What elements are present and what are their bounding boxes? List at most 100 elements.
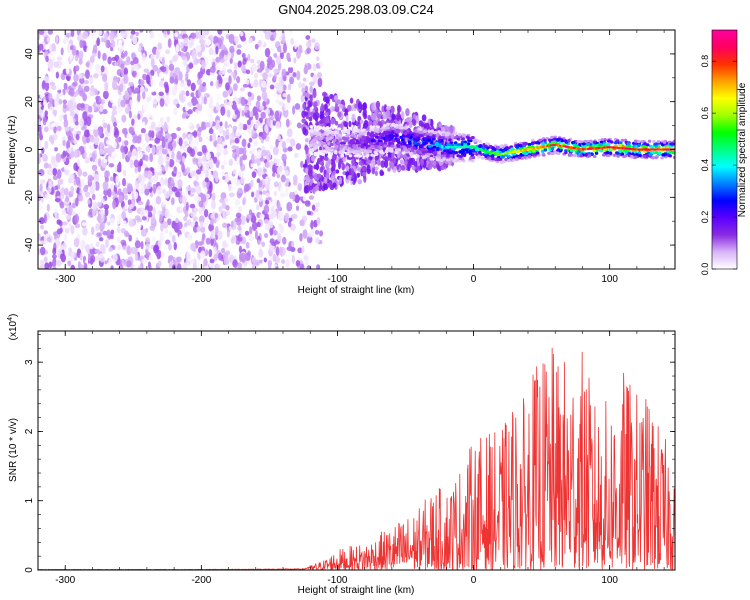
spectrogram-cell: [601, 153, 606, 157]
spectrogram-cell: [169, 59, 173, 65]
spectrogram-cell: [122, 220, 127, 226]
spectrogram-cell: [535, 151, 540, 155]
spectrogram-cell: [331, 126, 335, 130]
spectrogram-cell: [165, 160, 170, 168]
spectrogram-cell: [88, 211, 93, 216]
spectrogram-cell: [248, 235, 254, 242]
spectrogram-cell: [251, 153, 255, 164]
spectrogram-cell: [345, 115, 349, 123]
spectrogram-cell: [309, 125, 314, 129]
spectrogram-cell: [69, 173, 75, 184]
spectrogram-cell: [265, 78, 271, 89]
spectrogram-cell: [637, 143, 641, 148]
spectrogram-cell: [314, 128, 319, 132]
spectrogram-cell: [118, 44, 124, 54]
spectrogram-cell: [174, 191, 181, 198]
spectrogram-cell: [349, 97, 354, 104]
spectrogram-cell: [390, 144, 395, 148]
spectrogram-cell: [79, 118, 85, 127]
spectrogram-cell: [61, 136, 67, 142]
spectrogram-cell: [310, 155, 315, 162]
spectrogram-cell: [471, 135, 475, 140]
spectrogram-cell: [272, 75, 276, 82]
spectrogram-cell: [149, 225, 156, 231]
spectrogram-cell: [253, 140, 258, 147]
spectrogram-cell: [396, 129, 401, 133]
spectrogram-cell: [43, 162, 49, 169]
spectrogram-cell: [576, 139, 581, 143]
spectrogram-cell: [358, 161, 364, 166]
spectrogram-cell: [139, 151, 143, 159]
spectrogram-cell: [97, 30, 103, 36]
spectrogram-cell: [224, 134, 230, 140]
spectrogram-cell: [102, 109, 108, 115]
spectrogram-cell: [182, 132, 187, 140]
spectrogram-cell: [227, 184, 234, 192]
spectrogram-cell: [371, 102, 375, 111]
spectrogram-cell: [331, 155, 337, 160]
spectrogram-cell: [449, 154, 454, 158]
spectrogram-cell: [167, 38, 172, 48]
spectrogram-cell: [294, 194, 300, 204]
spectrogram-cell: [88, 243, 94, 250]
spectrogram-cell: [183, 216, 187, 222]
spectrogram-cell: [190, 32, 197, 39]
spectrogram-cell: [139, 158, 144, 167]
spectrogram-cell: [400, 111, 405, 120]
spectrogram-cell: [58, 114, 63, 122]
spectrogram-cell: [176, 150, 182, 161]
spectrogram-cell: [113, 141, 117, 149]
spectrogram-cell: [369, 125, 374, 130]
spectrogram-cell: [103, 159, 108, 164]
spectrogram-cell: [141, 163, 148, 169]
spectrogram-cell: [201, 145, 206, 150]
spectrogram-cell: [219, 198, 225, 204]
spectrogram-xlabel: Height of straight line (km): [298, 285, 415, 296]
spectrogram-cell: [326, 183, 332, 188]
spectrogram-cell: [103, 188, 109, 196]
spectrogram-cell: [59, 201, 65, 209]
spectrogram-cell: [115, 175, 120, 186]
spectrogram-cell: [56, 219, 61, 225]
spectrogram-cell: [124, 140, 129, 146]
spectrogram-cell: [40, 224, 45, 230]
spectrogram-cell: [367, 114, 372, 121]
spectrogram-cell: [112, 173, 117, 178]
spectrogram-cell: [589, 139, 593, 144]
spectrogram-cell: [251, 171, 257, 179]
spectrogram-cell: [133, 114, 138, 120]
spectrogram-cell: [109, 96, 116, 104]
spectrogram-cell: [507, 159, 511, 163]
spectrogram-cell: [54, 185, 59, 191]
spectrogram-cell: [584, 153, 588, 157]
spectrogram-cell: [536, 141, 541, 145]
spectrogram-cell: [83, 262, 88, 269]
spectrogram-cell: [263, 257, 267, 263]
spectrogram-cell: [261, 131, 267, 140]
spectrogram-cell: [318, 151, 323, 155]
spectrogram-cell: [319, 119, 324, 124]
spectrogram-cell: [86, 263, 93, 269]
spectrogram-cell: [314, 184, 319, 192]
spectrogram-cell: [84, 152, 88, 158]
spectrogram-cell: [370, 153, 374, 157]
spectrogram-cell: [361, 131, 366, 136]
spectrogram-cell: [555, 151, 560, 155]
spectrogram-cell: [427, 162, 433, 170]
spectrogram-cell: [144, 154, 149, 162]
spectrogram-cell: [195, 169, 202, 175]
spectrogram-cell: [205, 39, 211, 46]
spectrogram-cell: [99, 104, 104, 111]
spectrogram-cell: [272, 164, 276, 174]
spectrogram-cell: [265, 199, 270, 205]
spectrogram-cell: [572, 153, 577, 158]
spectrogram-cell: [564, 151, 568, 155]
spectrogram-cell: [240, 252, 247, 263]
spectrogram-cell: [248, 209, 253, 215]
spectrogram-heatmap: [38, 30, 675, 269]
spectrogram-cell: [334, 145, 339, 149]
spectrogram-cell: [620, 138, 625, 142]
spectrogram-cell: [128, 219, 135, 227]
spectrogram-cell: [302, 195, 308, 202]
spectrogram-cell: [457, 133, 462, 137]
